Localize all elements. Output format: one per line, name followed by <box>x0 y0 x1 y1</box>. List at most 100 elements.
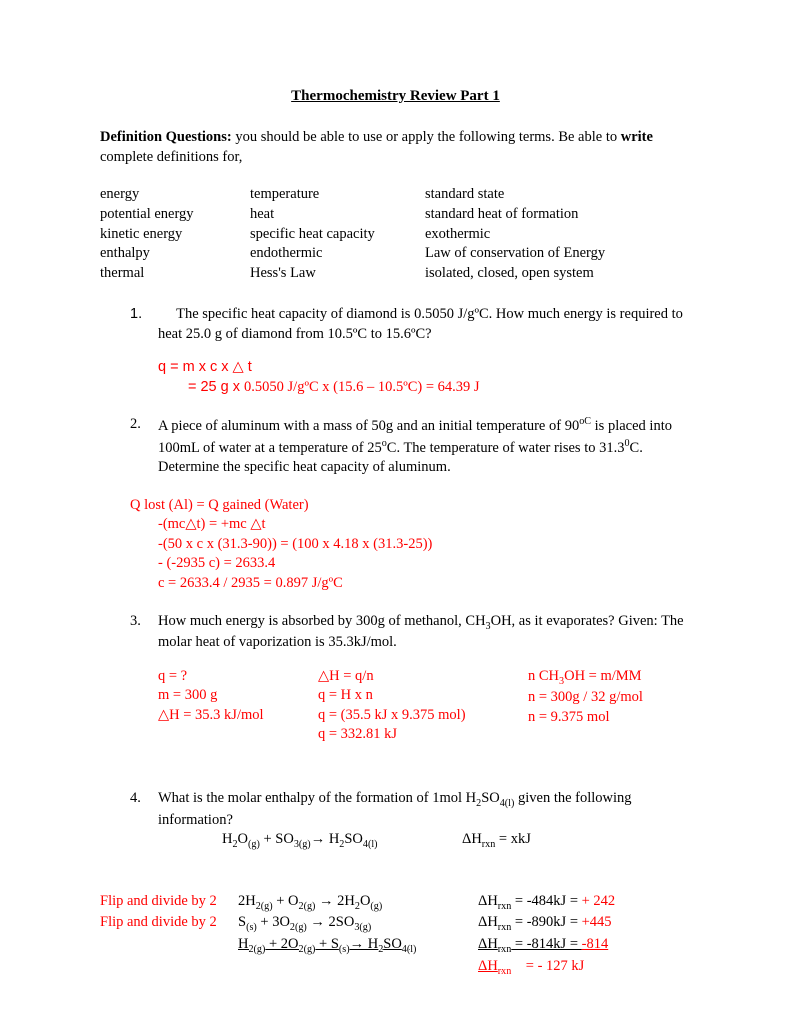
t: O <box>360 893 370 909</box>
triangle-icon: △ <box>250 516 261 532</box>
q2-text-b2: C. The temperature of water rises to 31.… <box>387 440 625 456</box>
t: + 3O <box>257 914 290 930</box>
rxn-row-final: ΔHrxn = - 127 kJ <box>100 957 691 979</box>
term: specific heat capacity <box>250 225 425 245</box>
q3-prompt: 3.How much energy is absorbed by 300g of… <box>158 612 691 653</box>
document-page: Thermochemistry Review Part 1 Definition… <box>0 0 791 1024</box>
q1-ans-1b: t <box>244 359 252 375</box>
q2-a2c: t <box>262 516 266 532</box>
term: potential energy <box>100 205 250 225</box>
rxn-3-dh: ΔHrxn = -814kJ = -814 <box>478 935 691 957</box>
sub: rxn <box>498 901 512 912</box>
page-title: Thermochemistry Review Part 1 <box>100 86 691 106</box>
sub-4l: 4(l) <box>500 798 515 809</box>
question-4: 4.What is the molar enthalpy of the form… <box>158 789 691 852</box>
t: SO <box>383 936 402 952</box>
q3-c1-1: m = 300 g <box>158 686 318 706</box>
sub: (s) <box>339 944 350 955</box>
t: → 2H <box>315 893 354 909</box>
question-2: 2.A piece of aluminum with a mass of 50g… <box>158 415 691 477</box>
q3-col-2: △H = q/n q = H x n q = (35.5 kJ x 9.375 … <box>318 667 528 745</box>
rxn-3: H2(g) + 2O2(g) + S(s)→ H2SO4(l) <box>238 935 478 957</box>
q2-text-a: A piece of aluminum with a mass of 50g a… <box>158 418 579 434</box>
term: Hess's Law <box>250 264 425 284</box>
rxn-1-dh: ΔHrxn = -484kJ = + 242 <box>478 892 691 914</box>
rxn-2-dh: ΔHrxn = -890kJ = +445 <box>478 913 691 935</box>
sub: (s) <box>246 922 257 933</box>
rxn-row-1: Flip and divide by 2 2H2(g) + O2(g) → 2H… <box>100 892 691 914</box>
sub: rxn <box>498 922 512 933</box>
sub: rxn <box>498 965 512 976</box>
t: +445 <box>582 914 612 930</box>
rxn-row-2: Flip and divide by 2 S(s) + 3O2(g) → 2SO… <box>100 913 691 935</box>
sub: rxn <box>498 944 512 955</box>
term: kinetic energy <box>100 225 250 245</box>
triangle-icon: △ <box>318 668 329 684</box>
rxn-row-3: H2(g) + 2O2(g) + S(s)→ H2SO4(l) ΔHrxn = … <box>100 935 691 957</box>
q1-number: 1. <box>130 305 158 325</box>
t: → 2SO <box>307 914 355 930</box>
rxn-2: S(s) + 3O2(g) → 2SO3(g) <box>238 913 478 935</box>
q4-number: 4. <box>130 789 158 809</box>
term: temperature <box>250 185 425 205</box>
final-dh: ΔHrxn = - 127 kJ <box>478 957 691 979</box>
q3-text: How much energy is absorbed by 300g of m… <box>158 613 486 629</box>
t: + S <box>315 936 339 952</box>
q3-c3-0: n = 300g / 32 g/mol <box>528 688 691 708</box>
term: isolated, closed, open system <box>425 264 691 284</box>
q1-ans-2b: 0.5050 J/gºC x (15.6 – 10.5ºC) = 64.39 J <box>244 379 479 395</box>
q3-answer: q = ? m = 300 g △H = 35.3 kJ/mol △H = q/… <box>158 667 691 745</box>
q2-answer: Q lost (Al) = Q gained (Water) -(mc△t) =… <box>130 496 691 594</box>
q2-a3: -(50 x c x (31.3-90)) = (100 x 4.18 x (3… <box>158 535 691 555</box>
t: + 242 <box>582 893 616 909</box>
q1-answer: q = m x c x △ t = 25 g x 0.5050 J/gºC x … <box>158 358 691 397</box>
flip-label: Flip and divide by 2 <box>100 913 238 935</box>
q1-ans-2a: = 25 g x <box>188 379 244 395</box>
sub: 2(g) <box>290 922 307 933</box>
term: endothermic <box>250 244 425 264</box>
q3-c2-2: q = 332.81 kJ <box>318 725 528 745</box>
triangle-icon: △ <box>233 359 244 375</box>
t: = -890kJ = <box>511 914 581 930</box>
q2-a2b: t) = +mc <box>197 516 251 532</box>
terms-col-2: temperature heat specific heat capacity … <box>250 185 425 283</box>
triangle-icon: △ <box>185 516 196 532</box>
sub: (g) <box>370 901 382 912</box>
q2-sup: oC <box>579 416 591 427</box>
sub: 4(l) <box>402 944 417 955</box>
q2-number: 2. <box>130 415 158 435</box>
triangle-icon: △ <box>158 707 169 723</box>
intro-bold-1: Definition Questions: <box>100 129 232 145</box>
sub: 2(g) <box>299 944 316 955</box>
t: H <box>238 936 248 952</box>
q1-text: The specific heat capacity of diamond is… <box>158 306 683 342</box>
q3-c1-0: q = ? <box>158 667 318 687</box>
q4-text-b: SO <box>481 790 500 806</box>
sub: 3(g) <box>354 922 371 933</box>
q4-text-a: What is the molar enthalpy of the format… <box>158 790 476 806</box>
q3-c1-l3: H = 35.3 kJ/mol <box>169 707 263 723</box>
q3-c3-l1: n CH <box>528 668 559 684</box>
intro-text-2: complete definitions for, <box>100 149 242 165</box>
r0-so: + SO <box>260 831 294 847</box>
dh-val: = xkJ <box>495 831 531 847</box>
q3-c3-l1b: OH = m/MM <box>564 668 641 684</box>
terms-col-1: energy potential energy kinetic energy e… <box>100 185 250 283</box>
q3-col-3: n CH3OH = m/MM n = 300g / 32 g/mol n = 9… <box>528 667 691 745</box>
term: enthalpy <box>100 244 250 264</box>
sub: rxn <box>482 839 496 850</box>
terms-col-3: standard state standard heat of formatio… <box>425 185 691 283</box>
intro-paragraph: Definition Questions: you should be able… <box>100 128 691 167</box>
q2-a2a: -(mc <box>158 516 185 532</box>
q1-prompt: 1. The specific heat capacity of diamond… <box>158 305 691 344</box>
q2-prompt: 2.A piece of aluminum with a mass of 50g… <box>158 415 691 477</box>
sub: 4(l) <box>363 839 378 850</box>
term: energy <box>100 185 250 205</box>
question-1: 1. The specific heat capacity of diamond… <box>158 305 691 397</box>
flip-label: Flip and divide by 2 <box>100 892 238 914</box>
q3-c2-l1: H = q/n <box>329 668 373 684</box>
q3-number: 3. <box>130 612 158 632</box>
term: thermal <box>100 264 250 284</box>
arrow-icon: → H <box>311 831 340 847</box>
term: heat <box>250 205 425 225</box>
